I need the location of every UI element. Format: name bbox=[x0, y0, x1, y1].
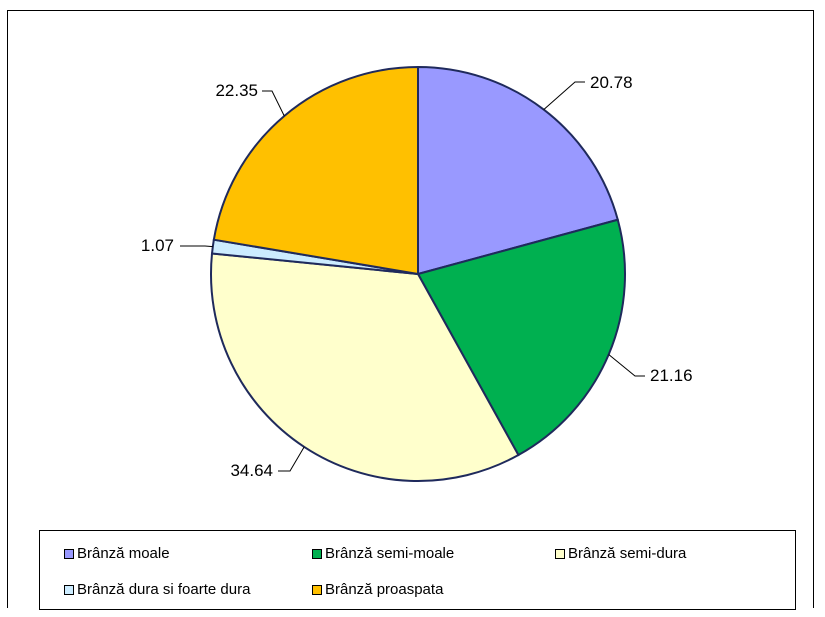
leader-line bbox=[608, 354, 645, 377]
pie-slice bbox=[212, 65, 419, 276]
legend-swatch bbox=[555, 548, 565, 559]
legend-item-branza-semi-dura: Brânză semi-dura bbox=[555, 545, 686, 562]
data-label: 34.64 bbox=[230, 461, 273, 480]
pie-slice bbox=[416, 218, 626, 457]
legend-swatch bbox=[312, 548, 322, 559]
legend-label: Brânză proaspata bbox=[325, 581, 444, 598]
legend-label: Brânză semi-dura bbox=[568, 545, 687, 562]
legend: Brânză moale Brânză semi-moale Brânză se… bbox=[39, 530, 796, 610]
legend-swatch bbox=[64, 548, 74, 559]
legend-item-branza-semi-moale: Brânză semi-moale bbox=[312, 545, 454, 562]
legend-item-branza-dura: Brânză dura si foarte dura bbox=[64, 581, 250, 598]
legend-label: Brânză dura si foarte dura bbox=[77, 581, 251, 598]
legend-swatch bbox=[312, 584, 322, 595]
data-label: 1.07 bbox=[141, 236, 174, 255]
data-label: 20.78 bbox=[590, 73, 633, 92]
leader-line bbox=[278, 446, 305, 472]
legend-item-branza-proaspata: Brânză proaspata bbox=[312, 581, 443, 598]
leader-line bbox=[262, 90, 285, 117]
legend-label: Brânză moale bbox=[77, 545, 170, 562]
data-label: 22.35 bbox=[215, 81, 258, 100]
legend-item-branza-moale: Brânză moale bbox=[64, 545, 170, 562]
legend-swatch bbox=[64, 584, 74, 595]
data-label: 21.16 bbox=[650, 366, 693, 385]
leader-line bbox=[180, 245, 213, 248]
pie-slice bbox=[417, 65, 619, 276]
leader-line bbox=[543, 81, 585, 110]
legend-label: Brânză semi-moale bbox=[325, 545, 455, 562]
